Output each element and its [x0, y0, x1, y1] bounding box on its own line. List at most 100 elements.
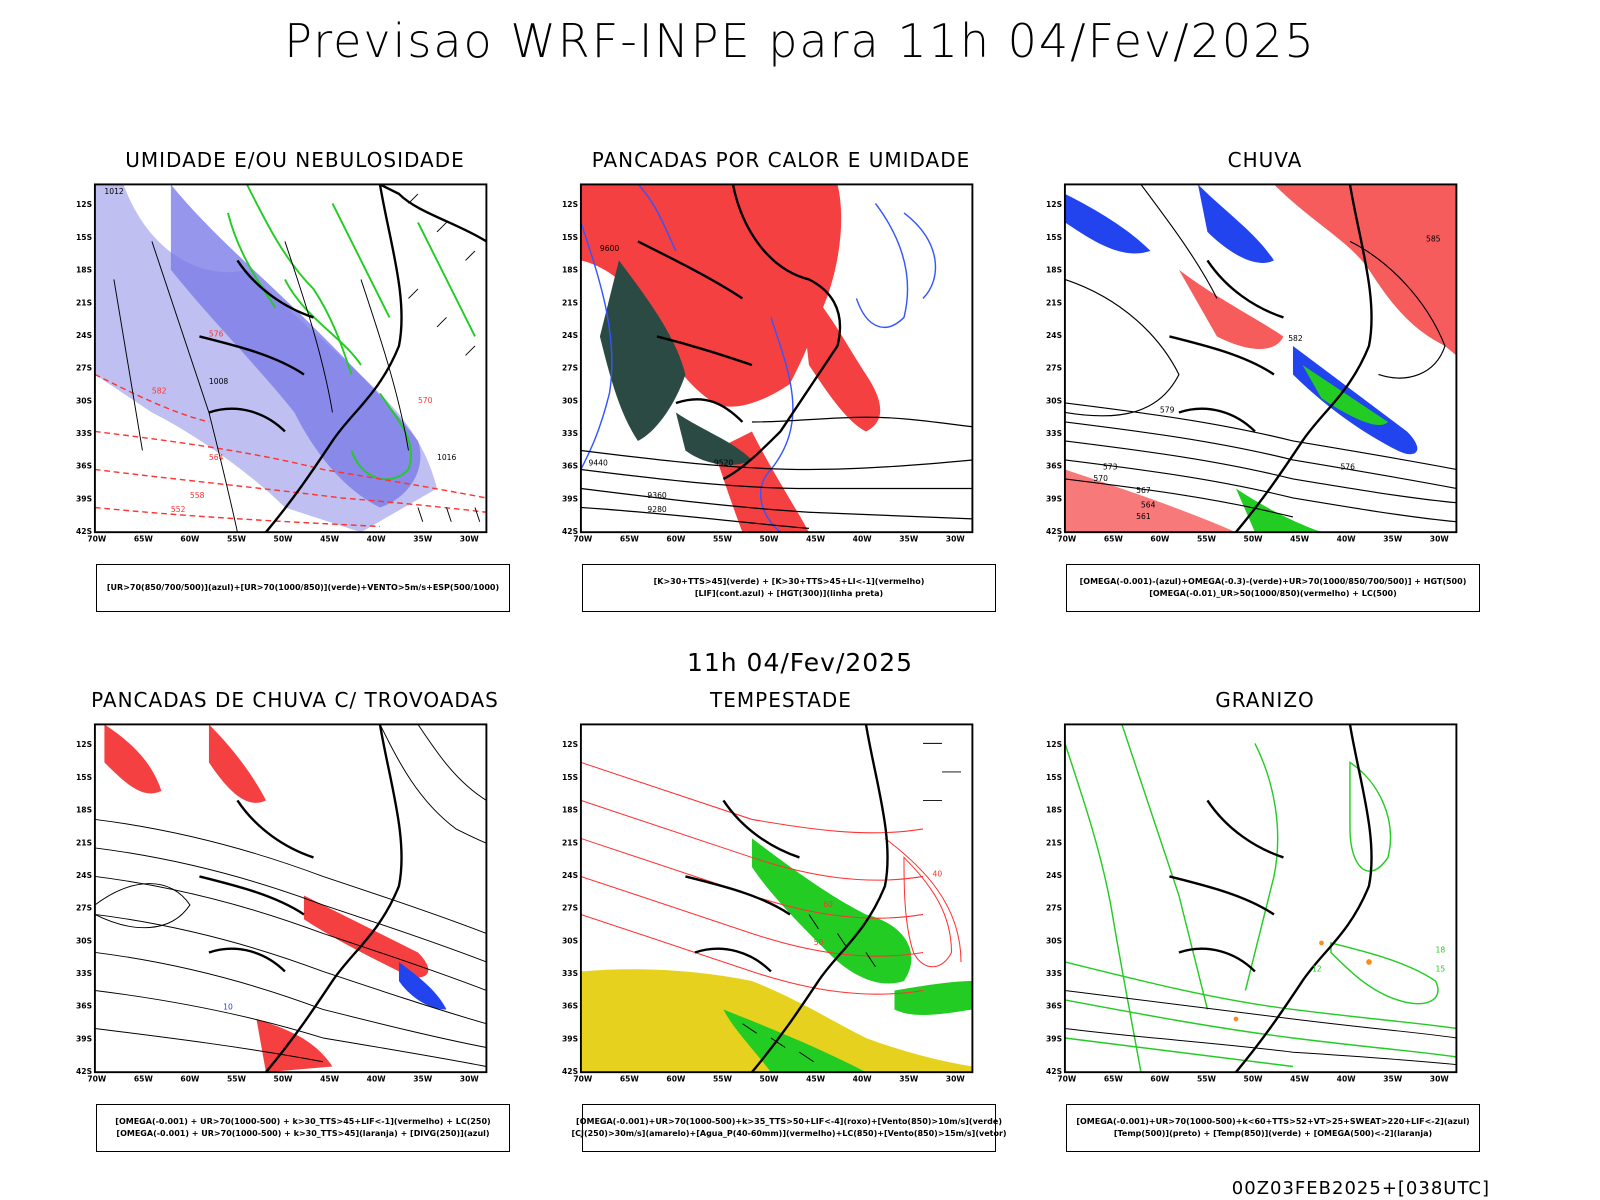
contour-label-group: 1012 1016 1008 570 576 582 564 558 552 — [104, 187, 456, 514]
contour-label: 9600 — [600, 244, 619, 253]
coastline — [685, 724, 889, 1073]
lat-label: 15S — [562, 773, 578, 782]
legend-line: [UR>70(850/700/500)](azul)+[UR>70(1000/8… — [106, 583, 500, 592]
legend: [OMEGA(-0.001)+UR>70(1000-500)+k<60+TTS>… — [1066, 1104, 1480, 1152]
omega-orange-spots — [1233, 940, 1372, 1022]
lat-label: 15S — [76, 773, 92, 782]
legend-line: [Temp(500)](preto) + [Temp(850)](verde) … — [1113, 1129, 1433, 1138]
lat-label: 21S — [1046, 298, 1062, 307]
map-frame — [93, 723, 488, 1074]
lon-label: 70W — [87, 535, 107, 544]
coastline — [637, 184, 842, 481]
lon-label: 55W — [1197, 1075, 1217, 1084]
map-frame — [579, 183, 974, 534]
contour-label: 564 — [1141, 500, 1156, 509]
panel-title: PANCADAS POR CALOR E UMIDADE — [591, 148, 971, 172]
lon-label: 50W — [1244, 1075, 1264, 1084]
lon-label: 70W — [573, 1075, 593, 1084]
legend: [OMEGA(-0.001)-(azul)+OMEGA(-0.3)-(verde… — [1066, 564, 1480, 612]
lon-label: 50W — [760, 535, 780, 544]
lat-label: 36S — [76, 1002, 92, 1011]
lat-label: 21S — [76, 838, 92, 847]
lat-label: 27S — [1046, 904, 1062, 913]
coastline — [1169, 184, 1373, 533]
temp500-contours — [1064, 989, 1457, 1066]
lon-label: 70W — [573, 535, 593, 544]
contour-label: 1012 — [104, 187, 123, 196]
lon-label: 40W — [1337, 535, 1357, 544]
lon-label: 65W — [620, 1075, 640, 1084]
weather-map[interactable]: 585 582 579 576 573 570 567 564 561 12S1… — [1044, 176, 1464, 552]
lat-label: 24S — [1046, 331, 1062, 340]
map-frame — [579, 723, 974, 1074]
lon-label: 40W — [1337, 1075, 1357, 1084]
contour-label: 576 — [209, 329, 224, 338]
contour-label-group: 12 15 18 — [1312, 945, 1445, 973]
lon-label: 45W — [806, 1075, 826, 1084]
weather-map[interactable]: 12 15 18 12S 15S 18S 21S 24S 27S 30S 33S 36S 39S 4… — [1044, 716, 1464, 1092]
red-rain-area-2 — [1178, 269, 1284, 349]
weather-map[interactable]: 1012 1016 1008 570 576 582 564 558 552 1… — [74, 176, 494, 552]
lat-label: 12S — [562, 200, 578, 209]
lon-label: 35W — [413, 1075, 433, 1084]
hgt300-contours — [580, 416, 973, 530]
lat-label: 27S — [1046, 364, 1062, 373]
lon-label: 70W — [1057, 1075, 1077, 1084]
contour-label: 50 — [814, 938, 824, 947]
lat-label: 36S — [562, 462, 578, 471]
lon-label: 40W — [853, 1075, 873, 1084]
lon-label: 30W — [1430, 1075, 1450, 1084]
lat-label: 12S — [562, 740, 578, 749]
lon-label: 40W — [367, 535, 387, 544]
lat-label: 21S — [562, 298, 578, 307]
lon-label: 45W — [806, 535, 826, 544]
red-storm-area-2 — [208, 724, 266, 803]
contour-label: 9280 — [647, 505, 666, 514]
legend-line: [OMEGA(-0.001) + UR>70(1000-500) + k>30_… — [116, 1129, 490, 1138]
panel-title: CHUVA — [1227, 148, 1303, 172]
panel-umidade: UMIDADE E/OU NEBULOSIDADE — [76, 148, 510, 628]
lon-label: 55W — [227, 535, 247, 544]
lon-label: 65W — [134, 535, 154, 544]
lon-label: 65W — [620, 535, 640, 544]
lat-label: 42S — [1046, 1067, 1062, 1076]
legend-line: [OMEGA(-0.01)_UR>50(1000/850)(vermelho) … — [1149, 589, 1397, 598]
weather-map[interactable]: 9600 9520 9440 9360 9280 12S 15S 18S 21S 24S… — [560, 176, 980, 552]
weather-map[interactable]: 60 50 40 12S 15S 18S 21S 24S 27S 30S 33S 36S 39S 4… — [560, 716, 980, 1092]
legend-line: [CJ(250)>30m/s](amarelo)+[Agua_P(40-60mm… — [571, 1129, 1007, 1138]
contour-label: 1016 — [437, 453, 456, 462]
lat-label: 18S — [76, 266, 92, 275]
lon-label: 60W — [180, 1075, 200, 1084]
wind-850-area — [751, 838, 912, 984]
contour-label: 582 — [1288, 334, 1303, 343]
humidity-core-blue — [170, 184, 421, 508]
contour-label: 585 — [1426, 234, 1441, 243]
lat-label: 39S — [562, 1034, 578, 1043]
contour-label: 40 — [932, 869, 942, 878]
blue-rain-area-2 — [1197, 184, 1274, 263]
contour-label-group: 9600 9520 9440 9360 9280 — [589, 244, 734, 514]
lat-label: 21S — [562, 838, 578, 847]
lon-label: 30W — [946, 1075, 966, 1084]
lon-label: 35W — [899, 1075, 919, 1084]
lon-label: 35W — [413, 535, 433, 544]
lat-label: 21S — [1046, 838, 1062, 847]
blue-rain-area-3 — [1292, 345, 1418, 455]
panel-pancadas-calor: PANCADAS POR CALOR E UMIDADE — [562, 148, 996, 628]
red-rain-area-south — [1064, 469, 1236, 533]
lon-label: 65W — [134, 1075, 154, 1084]
lat-label: 12S — [76, 740, 92, 749]
lon-label: 60W — [1150, 535, 1170, 544]
blue-rain-area — [1064, 193, 1151, 254]
lat-label: 24S — [1046, 871, 1062, 880]
lon-label: 55W — [713, 1075, 733, 1084]
lat-label: 18S — [1046, 266, 1062, 275]
lat-label: 36S — [562, 1002, 578, 1011]
lon-label: 55W — [227, 1075, 247, 1084]
contour-label: 576 — [1340, 462, 1355, 471]
contour-label: 60 — [823, 900, 833, 909]
